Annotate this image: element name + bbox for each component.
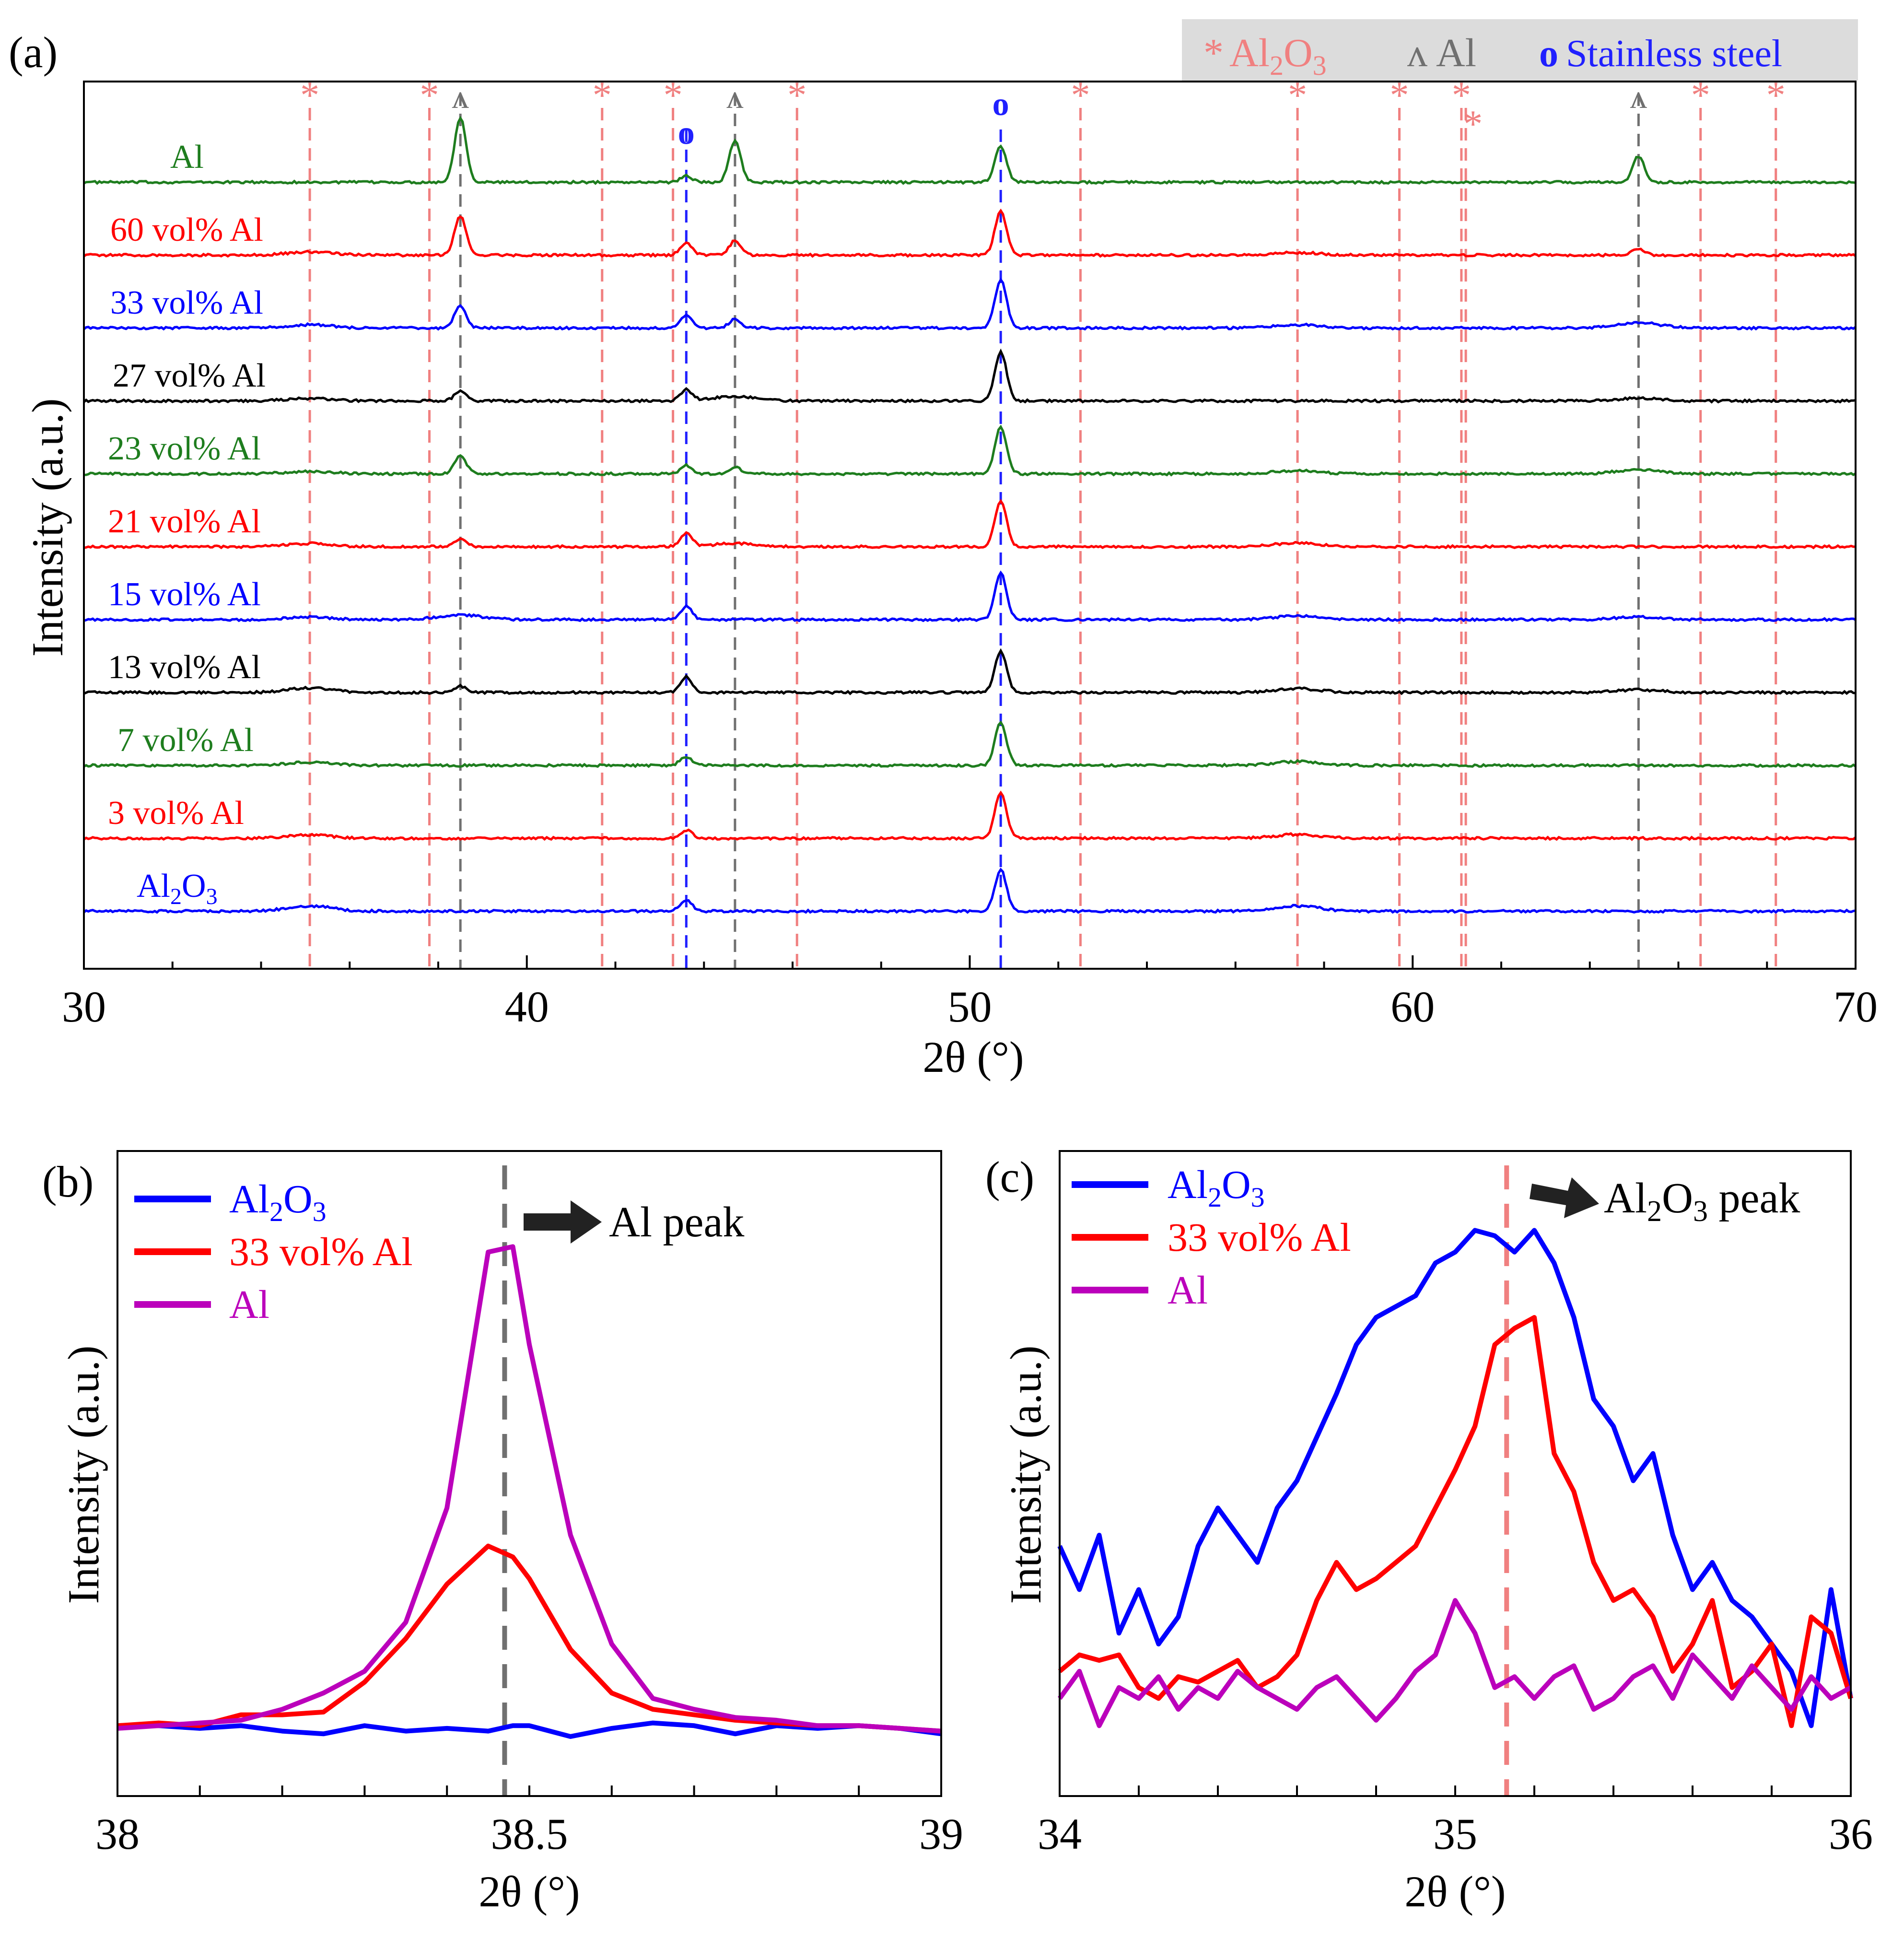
panel-b-x-ticks: 38 38.5 39: [95, 1785, 963, 1858]
series-line-33-vol-al: [83, 277, 1857, 331]
panel-b: (b) Al2O3 33 vol% Al Al Al peak 38 38.5 39…: [42, 1150, 963, 1916]
series-line-al2o3: [117, 1720, 942, 1739]
panel-a-legend: * Al2O3 ʌ Al o Stainless steel: [1182, 19, 1858, 81]
panel-a-xlabel: 2θ (°): [923, 1033, 1024, 1081]
series-line-60-vol-al: [83, 208, 1857, 258]
legend-al2o3-entry: * Al2O3: [1203, 31, 1327, 81]
series-label-23-vol-al: 23 vol% Al: [108, 430, 261, 467]
panel-a: (a) * Al2O3 ʌ Al o Stainless steel * * * * * * * *…: [9, 19, 1878, 1081]
x-tick-label: 70: [1834, 982, 1878, 1031]
x-tick-label: 34: [1038, 1809, 1082, 1858]
reference-marker-al: ʌ: [1630, 79, 1647, 116]
series-line-15-vol-al: [83, 570, 1857, 623]
series-label-13-vol-al: 13 vol% Al: [108, 649, 261, 686]
panel-c-arrow-icon: [1530, 1177, 1599, 1218]
x-tick-label: 50: [948, 982, 992, 1031]
x-tick-label: 30: [62, 982, 106, 1031]
series-line-21-vol-al: [83, 499, 1856, 550]
panel-b-arrow-icon: [524, 1200, 602, 1244]
x-tick-label: 38: [95, 1809, 140, 1858]
series-line-al: [1057, 1598, 1852, 1728]
panel-a-x-ticks: 30 40 50 60 70: [62, 955, 1878, 1031]
series-label-al2o3: Al2O3: [137, 868, 218, 909]
legend-b-33vol-label: 33 vol% Al: [229, 1230, 413, 1274]
panel-b-legend: Al2O3 33 vol% Al Al: [134, 1177, 413, 1327]
x-tick-label: 40: [505, 982, 549, 1031]
panel-b-plot-area: [117, 1165, 942, 1796]
legend-c-33vol-label: 33 vol% Al: [1168, 1215, 1351, 1260]
panel-c-ylabel: Intensity (a.u.): [1001, 1345, 1050, 1604]
legend-c-al-label: Al: [1168, 1268, 1208, 1313]
series-label-60-vol-al: 60 vol% Al: [110, 211, 263, 248]
series-line-3-vol-al: [83, 790, 1857, 841]
legend-stainless-steel-entry: o Stainless steel: [1539, 33, 1782, 75]
series-line-27-vol-al: [83, 348, 1856, 404]
legend-al-entry: ʌ Al: [1407, 31, 1476, 75]
series-label-7-vol-al: 7 vol% Al: [117, 722, 254, 759]
panel-c-xlabel: 2θ (°): [1404, 1867, 1506, 1916]
series-label-15-vol-al: 15 vol% Al: [108, 576, 261, 613]
series-line-33-vol-al: [1058, 1315, 1853, 1728]
panel-c-plot-area: [1057, 1165, 1853, 1796]
legend-c-al2o3-label: Al2O3: [1168, 1163, 1265, 1213]
series-label-al: Al: [170, 139, 204, 176]
series-line-al2o3: [83, 867, 1856, 914]
series-line-al: [117, 1244, 942, 1734]
panel-c-annotation-text: Al2O3 peak: [1604, 1175, 1800, 1228]
panel-b-annotation-text: Al peak: [609, 1198, 744, 1246]
panel-b-annotation: Al peak: [524, 1198, 744, 1246]
panel-a-label: (a): [9, 28, 58, 77]
reference-marker-al: ʌ: [726, 79, 743, 116]
reference-marker-al2o3: *: [1463, 103, 1483, 145]
panel-c-legend: Al2O3 33 vol% Al Al: [1072, 1163, 1351, 1313]
panel-b-xlabel: 2θ (°): [479, 1867, 580, 1916]
panel-c-x-ticks: 34 35 36: [1038, 1785, 1873, 1858]
panel-a-legend-box: [1182, 19, 1858, 81]
series-line-13-vol-al: [83, 648, 1856, 695]
panel-c-label: (c): [985, 1152, 1034, 1201]
x-tick-label: 36: [1829, 1809, 1873, 1858]
series-line-al: [83, 116, 1856, 185]
reference-marker-stainless-steel: o: [993, 86, 1009, 123]
panel-b-ylabel: Intensity (a.u.): [59, 1345, 108, 1604]
panel-c-annotation: Al2O3 peak: [1530, 1175, 1800, 1228]
x-tick-label: 38.5: [491, 1809, 568, 1858]
series-label-3-vol-al: 3 vol% Al: [108, 795, 244, 832]
series-label-33-vol-al: 33 vol% Al: [110, 284, 263, 321]
panel-c: (c) Al2O3 33 vol% Al Al Al2O3 peak 34 35 3…: [985, 1150, 1873, 1916]
legend-b-al-label: Al: [229, 1282, 269, 1327]
panel-b-label: (b): [42, 1157, 93, 1206]
x-tick-label: 60: [1390, 982, 1435, 1031]
series-line-al2o3: [1057, 1228, 1853, 1728]
reference-marker-al: ʌ: [452, 79, 469, 116]
panel-a-ylabel: Intensity (a.u.): [23, 398, 72, 657]
reference-marker-stainless-steel: o: [678, 115, 695, 152]
x-tick-label: 39: [919, 1809, 963, 1858]
x-tick-label: 35: [1433, 1809, 1477, 1858]
series-label-27-vol-al: 27 vol% Al: [113, 357, 266, 394]
legend-b-al2o3-label: Al2O3: [229, 1177, 327, 1227]
series-line-7-vol-al: [83, 720, 1857, 768]
series-line-23-vol-al: [83, 424, 1857, 477]
series-label-21-vol-al: 21 vol% Al: [108, 503, 261, 540]
